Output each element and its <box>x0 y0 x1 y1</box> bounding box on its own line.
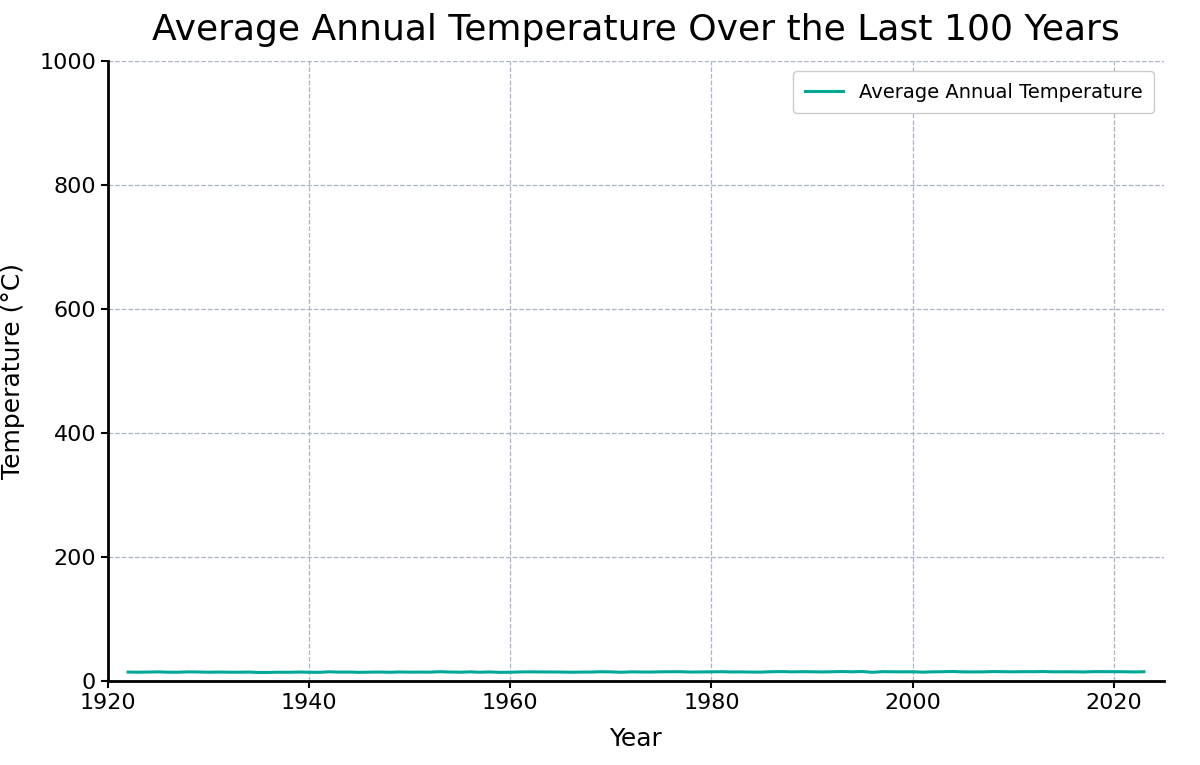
Legend: Average Annual Temperature: Average Annual Temperature <box>793 71 1154 113</box>
Average Annual Temperature <box>594 667 608 676</box>
Average Annual Temperature <box>925 667 940 676</box>
Average Annual Temperature <box>1136 667 1151 676</box>
Average Annual Temperature <box>946 667 960 676</box>
Y-axis label: Temperature (°C): Temperature (°C) <box>1 263 25 479</box>
Average Annual Temperature <box>1016 667 1031 676</box>
Average Annual Temperature <box>322 667 336 676</box>
Average Annual Temperature <box>252 668 266 677</box>
Average Annual Temperature <box>845 667 859 676</box>
X-axis label: Year: Year <box>610 727 662 750</box>
Average Annual Temperature <box>121 668 136 677</box>
Average Annual Temperature <box>353 668 367 677</box>
Title: Average Annual Temperature Over the Last 100 Years: Average Annual Temperature Over the Last… <box>152 13 1120 47</box>
